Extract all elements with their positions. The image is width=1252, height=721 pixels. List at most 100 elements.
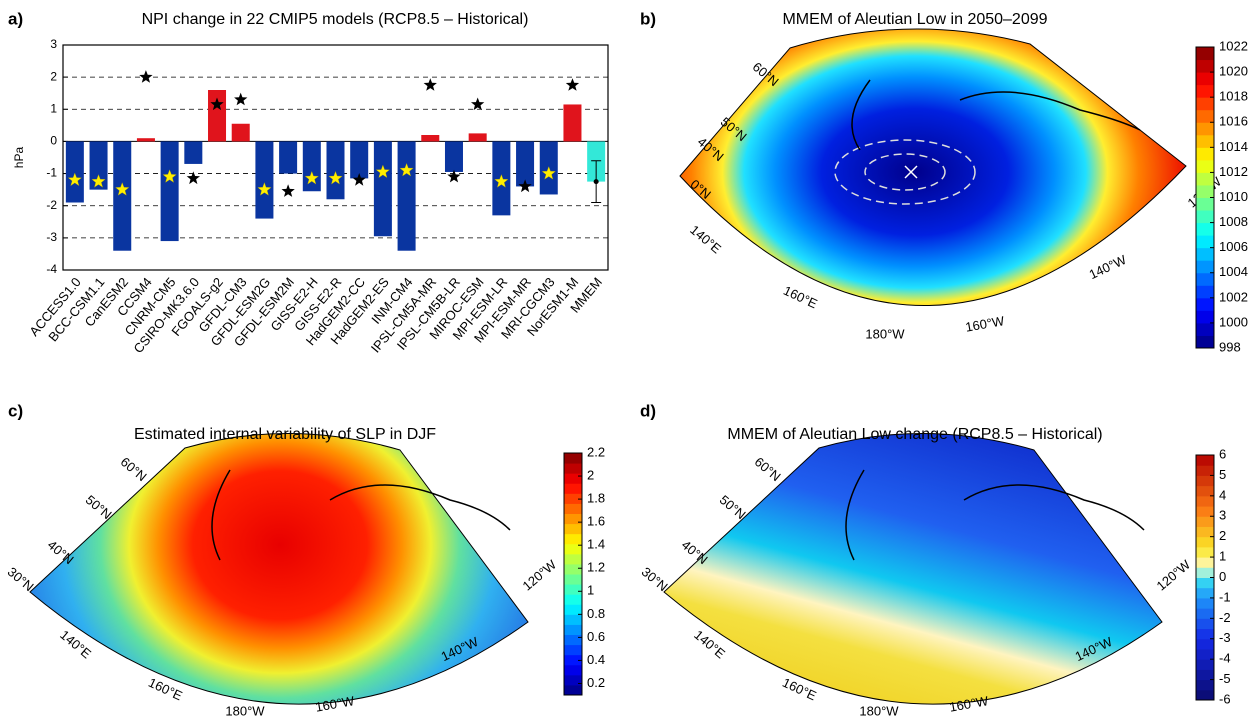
bar	[65, 141, 84, 203]
colorbar-tick-label: -6	[1219, 691, 1231, 706]
colorbar-segment	[1196, 495, 1214, 507]
lat-label: 60°N	[118, 454, 150, 484]
colorbar-tick-label: 998	[1219, 339, 1241, 354]
colorbar-segment	[1196, 536, 1214, 548]
bar	[516, 141, 535, 187]
colorbar-tick-label: 1.4	[587, 537, 605, 552]
bar	[279, 141, 298, 174]
chart-title: MMEM of Aleutian Low in 2050–2099	[782, 11, 1047, 28]
bar	[302, 141, 321, 192]
bar	[89, 141, 108, 190]
colorbar-segment	[1196, 335, 1214, 349]
bar	[563, 104, 582, 142]
colorbar-tick-label: 1022	[1219, 38, 1248, 53]
colorbar-segment	[564, 493, 582, 504]
y-tick-label: -1	[46, 166, 57, 180]
lat-label: 60°N	[752, 454, 784, 484]
star	[257, 182, 272, 196]
colorbar-segment	[1196, 59, 1214, 73]
panel-label: a)	[8, 9, 23, 28]
bar	[136, 138, 155, 142]
colorbar-tick-label: 1	[1219, 549, 1226, 564]
star	[447, 169, 461, 183]
colorbar-segment	[564, 684, 582, 696]
colorbar-tick-label: -4	[1219, 651, 1231, 666]
colorbar-segment	[1196, 184, 1214, 198]
colorbar-segment	[1196, 210, 1214, 224]
colorbar-segment	[1196, 134, 1214, 148]
colorbar-tick-label: 0.2	[587, 675, 605, 690]
star	[352, 173, 366, 186]
colorbar-tick-label: 0.6	[587, 629, 605, 644]
colorbar-segment	[564, 574, 582, 585]
colorbar-segment	[564, 473, 582, 484]
colorbar-segment	[1196, 638, 1214, 650]
star	[139, 70, 153, 83]
lon-label: 120°W	[519, 556, 559, 593]
bar	[160, 141, 179, 242]
colorbar-segment	[1196, 109, 1214, 123]
chart-title: MMEM of Aleutian Low change (RCP8.5 – Hi…	[727, 426, 1102, 443]
bar	[255, 141, 274, 219]
bar	[231, 123, 250, 142]
colorbar-segment	[564, 674, 582, 686]
colorbar-segment	[1196, 546, 1214, 558]
map-d	[663, 433, 1163, 705]
colorbar-segment	[1196, 72, 1214, 86]
colorbar-segment	[1196, 310, 1214, 324]
colorbar-tick-label: 0.4	[587, 652, 605, 667]
colorbar-segment	[1196, 172, 1214, 186]
colorbar-tick-label: 1008	[1219, 214, 1248, 229]
star	[565, 78, 580, 91]
colorbar-segment	[1196, 577, 1214, 589]
colorbar-tick-label: 1.6	[587, 514, 605, 529]
colorbar-segment	[1196, 567, 1214, 578]
bar	[350, 141, 369, 179]
colorbar-segment	[564, 543, 582, 555]
colorbar-tick-label: 6	[1219, 446, 1226, 461]
colorbar-segment	[564, 654, 582, 666]
colorbar-segment	[1196, 587, 1214, 599]
bar	[326, 141, 345, 200]
colorbar-tick-label: 1010	[1219, 189, 1248, 204]
colorbar-segment	[564, 483, 582, 494]
panel-label: c)	[8, 401, 23, 420]
colorbar-segment	[564, 664, 582, 676]
colorbar-segment	[1196, 197, 1214, 211]
star	[304, 170, 319, 185]
colorbar-segment	[564, 513, 582, 525]
colorbar-segment	[564, 584, 582, 595]
bar	[468, 133, 487, 142]
colorbar-segment	[1196, 297, 1214, 311]
star	[91, 174, 106, 188]
colorbar-segment	[1196, 147, 1214, 161]
lon-label: 160°W	[948, 693, 990, 715]
colorbar-tick-label: 1012	[1219, 164, 1248, 179]
colorbar-segment	[564, 553, 582, 565]
colorbar-tick-label: 1016	[1219, 114, 1248, 129]
colorbar-segment	[564, 634, 582, 646]
star	[518, 179, 532, 193]
colorbar-segment	[564, 503, 582, 514]
colorbar-segment	[1196, 285, 1214, 299]
colorbar-segment	[1196, 506, 1214, 517]
lon-label: 160°E	[781, 283, 820, 312]
colorbar-segment	[1196, 628, 1214, 640]
colorbar-segment	[564, 644, 582, 656]
colorbar-tick-label: 1.2	[587, 560, 605, 575]
bar	[421, 135, 440, 142]
colorbar-segment	[1196, 618, 1214, 630]
colorbar-tick-label: 1018	[1219, 89, 1248, 104]
bar	[113, 141, 132, 251]
colorbar-frame	[563, 452, 583, 696]
colorbar-segment	[1196, 557, 1214, 568]
colorbar-segment	[1196, 475, 1214, 487]
colorbar-tick-label: 1002	[1219, 289, 1248, 304]
colorbar-segment	[564, 533, 582, 545]
colorbar-segment	[1196, 222, 1214, 236]
colorbar-segment	[1196, 272, 1214, 286]
colorbar-tick-label: 2	[1219, 528, 1226, 543]
panel-label: b)	[640, 9, 656, 28]
colorbar-segment	[564, 614, 582, 625]
colorbar-tick-label: 1000	[1219, 314, 1248, 329]
